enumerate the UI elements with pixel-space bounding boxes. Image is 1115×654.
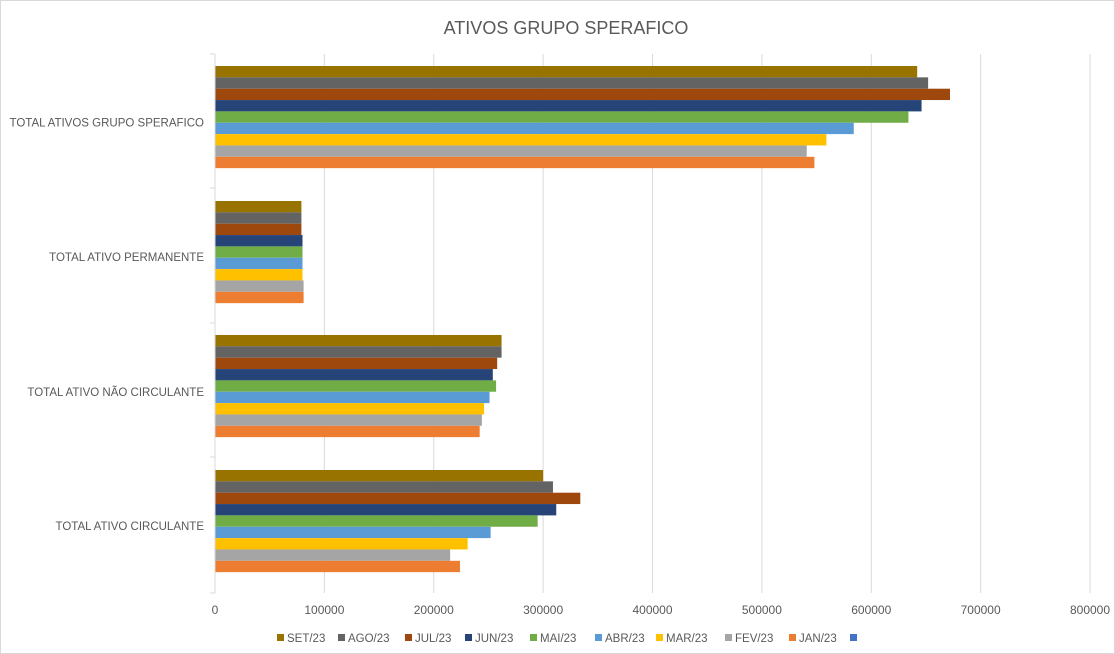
- category-label: TOTAL ATIVO PERMANENTE: [49, 252, 204, 264]
- x-tick-label: 700000: [961, 603, 1001, 617]
- x-tick-label: 300000: [523, 603, 563, 617]
- legend-swatch: [850, 634, 857, 641]
- legend-label: AGO/23: [348, 633, 390, 645]
- bar: [215, 380, 497, 392]
- legend-item: ABR/23: [595, 633, 645, 645]
- category-label: TOTAL ATIVOS GRUPO SPERAFICO: [10, 118, 205, 130]
- bar: [215, 538, 468, 550]
- bar: [215, 357, 498, 370]
- legend-item: FEV/23: [725, 633, 773, 645]
- legend-label: MAI/23: [540, 633, 576, 645]
- chart-title: ATIVOS GRUPO SPERAFICO: [444, 18, 689, 38]
- bar: [215, 526, 491, 539]
- bar-group-0: [215, 66, 950, 169]
- bar: [215, 88, 950, 101]
- bar: [215, 201, 302, 213]
- bar: [215, 280, 304, 292]
- legend-swatch: [465, 634, 472, 641]
- x-tick-label: 800000: [1070, 603, 1110, 617]
- bar: [215, 246, 303, 258]
- x-tick-label: 200000: [414, 603, 454, 617]
- bar: [215, 391, 490, 404]
- bar: [215, 100, 922, 112]
- bar: [215, 335, 502, 347]
- bar: [215, 346, 502, 358]
- bar: [215, 291, 304, 304]
- bar: [215, 134, 827, 146]
- category-labels: TOTAL ATIVOS GRUPO SPERAFICO TOTAL ATIVO …: [10, 118, 205, 534]
- category-label: TOTAL ATIVO NÃO CIRCULANTE: [27, 386, 204, 399]
- legend-item: MAR/23: [656, 633, 708, 645]
- bar: [215, 414, 482, 426]
- x-tick-label: 500000: [742, 603, 782, 617]
- bar: [215, 492, 581, 505]
- legend-swatch: [595, 634, 602, 641]
- tick-labels: 0 100000 200000 300000 400000 500000 600000 700…: [212, 603, 1111, 617]
- bar-group-1: [215, 201, 304, 304]
- bar: [215, 145, 807, 157]
- bar: [215, 425, 480, 438]
- legend-label: JUN/23: [475, 633, 513, 645]
- legend-item: JAN/23: [789, 633, 837, 645]
- x-tick-label: 400000: [632, 603, 672, 617]
- x-tick-label: 600000: [851, 603, 891, 617]
- legend-item: MAI/23: [530, 633, 576, 645]
- legend-swatch: [530, 634, 537, 641]
- bars: [215, 66, 950, 573]
- legend-label: FEV/23: [735, 633, 773, 645]
- bar-group-2: [215, 335, 502, 438]
- legend-item: AGO/23: [338, 633, 390, 645]
- bar: [215, 223, 302, 236]
- legend-label: SET/23: [287, 633, 325, 645]
- legend-label: ABR/23: [605, 633, 645, 645]
- bar: [215, 269, 303, 281]
- bar: [215, 369, 493, 381]
- bar: [215, 481, 553, 493]
- legend-swatch: [725, 634, 732, 641]
- legend-label: JUL/23: [415, 633, 451, 645]
- bar: [215, 156, 815, 169]
- bar: [215, 504, 557, 516]
- legend-item: JUN/23: [465, 633, 513, 645]
- axes: [210, 53, 216, 594]
- bar: [215, 122, 854, 135]
- bar: [215, 111, 909, 123]
- bar-group-3: [215, 470, 581, 573]
- bar: [215, 403, 485, 415]
- bar: [215, 515, 538, 527]
- legend-swatch: [789, 634, 796, 641]
- legend-label: JAN/23: [799, 633, 837, 645]
- legend-swatch: [277, 634, 284, 641]
- legend-item: JUL/23: [405, 633, 451, 645]
- legend-swatch: [405, 634, 412, 641]
- legend-label: MAR/23: [666, 633, 708, 645]
- legend-item: SET/23: [277, 633, 325, 645]
- bar: [215, 77, 929, 89]
- bar: [215, 549, 451, 561]
- legend-swatch: [656, 634, 663, 641]
- bar: [215, 66, 918, 78]
- x-tick-label: 0: [212, 603, 219, 617]
- x-tick-label: 100000: [304, 603, 344, 617]
- bar: [215, 470, 544, 482]
- bar: [215, 212, 302, 224]
- legend-swatch: [338, 634, 345, 641]
- category-label: TOTAL ATIVO CIRCULANTE: [56, 521, 205, 533]
- bar: [215, 235, 303, 247]
- legend-item: [850, 634, 857, 641]
- bar: [215, 560, 460, 573]
- bar: [215, 257, 303, 270]
- legend: SET/23 AGO/23 JUL/23 JUN/23 MAI/23 ABR/23 MAR/…: [277, 633, 857, 645]
